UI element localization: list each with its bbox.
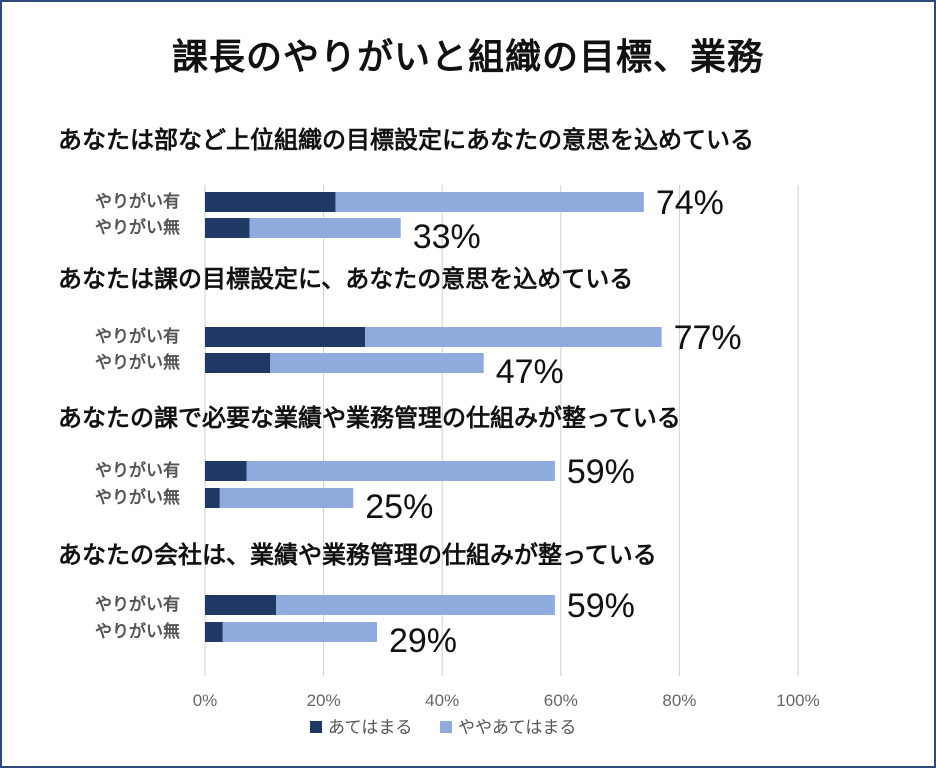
legend-swatch — [440, 721, 452, 733]
x-tick-label: 80% — [662, 691, 696, 710]
total-percent-label: 29% — [389, 622, 457, 660]
bar-segment-atehamaru — [205, 595, 277, 615]
total-percent-label: 77% — [674, 319, 742, 357]
bar-segment-yaya-atehamaru — [335, 192, 644, 212]
total-percent-label: 25% — [365, 488, 433, 526]
row-label: やりがい有 — [95, 326, 180, 347]
bar-segment-yaya-atehamaru — [219, 488, 354, 508]
x-tick-label: 100% — [776, 691, 819, 710]
bar-segment-atehamaru — [205, 327, 366, 347]
x-tick-label: 60% — [544, 691, 578, 710]
bar-segment-yaya-atehamaru — [246, 461, 555, 481]
bar-segment-atehamaru — [205, 192, 336, 212]
row-label: やりがい無 — [95, 487, 180, 508]
question-title: あなたの会社は、業績や業務管理の仕組みが整っている — [58, 541, 657, 569]
bar-segment-yaya-atehamaru — [249, 218, 401, 238]
total-percent-label: 59% — [567, 587, 635, 625]
row-label: やりがい有 — [95, 460, 180, 481]
x-tick-label: 40% — [425, 691, 459, 710]
total-percent-label: 47% — [496, 353, 564, 391]
legend-label: あてはまる — [328, 718, 412, 738]
question-title: あなたは部など上位組織の目標設定にあなたの意思を込めている — [58, 126, 754, 154]
question-title: あなたは課の目標設定に、あなたの意思を込めている — [58, 265, 633, 293]
bar-segment-atehamaru — [205, 488, 220, 508]
bar-segment-atehamaru — [205, 218, 250, 238]
legend-label: ややあてはまる — [458, 718, 576, 738]
x-tick-label: 0% — [193, 691, 218, 710]
x-tick-label: 20% — [307, 691, 341, 710]
bar-segment-atehamaru — [205, 461, 247, 481]
total-percent-label: 33% — [413, 218, 481, 256]
row-label: やりがい有 — [95, 191, 180, 212]
legend-swatch — [310, 721, 322, 733]
row-label: やりがい無 — [95, 217, 180, 238]
bar-segment-yaya-atehamaru — [222, 622, 377, 642]
total-percent-label: 59% — [567, 453, 635, 491]
bar-segment-atehamaru — [205, 353, 271, 373]
bar-segment-yaya-atehamaru — [270, 353, 484, 373]
bar-segment-atehamaru — [205, 622, 223, 642]
row-label: やりがい無 — [95, 621, 180, 642]
bar-segment-yaya-atehamaru — [276, 595, 555, 615]
chart-title: 課長のやりがいと組織の目標、業務 — [171, 37, 764, 78]
bar-segment-yaya-atehamaru — [365, 327, 662, 347]
question-title: あなたの課で必要な業績や業務管理の仕組みが整っている — [58, 404, 681, 432]
total-percent-label: 74% — [656, 184, 724, 222]
row-label: やりがい無 — [95, 352, 180, 373]
row-label: やりがい有 — [95, 594, 180, 615]
